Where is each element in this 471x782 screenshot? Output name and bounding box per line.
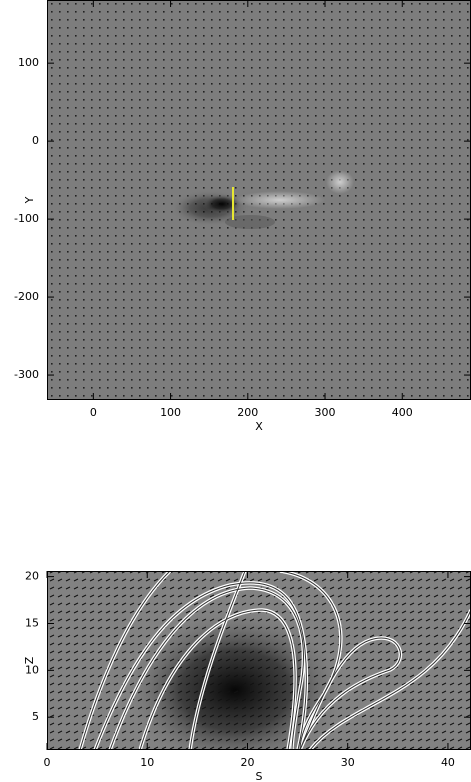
x-tick-label: 400 <box>392 406 413 419</box>
y-tick-label: 0 <box>32 134 39 147</box>
y-tick-label: -100 <box>14 212 39 225</box>
image-bottom <box>47 571 471 770</box>
x-tick-label: 0 <box>90 406 97 419</box>
y-tick-label: 100 <box>18 56 39 69</box>
x-axis-label: X <box>255 420 263 433</box>
y-axis-label: Y <box>23 196 36 204</box>
y-tick-label: 5 <box>32 710 39 723</box>
y-tick-label: -200 <box>14 290 39 303</box>
page: {"chart_data": [ {"type": "image", "xlab… <box>0 0 471 782</box>
x-tick-label: 40 <box>441 756 455 769</box>
y-tick-label: 10 <box>25 663 39 676</box>
y-tick-label: 20 <box>25 570 39 583</box>
x-tick-label: 100 <box>160 406 181 419</box>
x-axis-label: S <box>256 770 263 782</box>
x-tick-label: 300 <box>315 406 336 419</box>
x-tick-label: 30 <box>341 756 355 769</box>
y-tick-label: -300 <box>14 368 39 381</box>
x-tick-label: 20 <box>240 756 254 769</box>
figure: 0 100 200 300 400 -300 -200 -100 0 100 X Y 0 10 20 30 40… <box>0 0 471 782</box>
x-tick-label: 200 <box>237 406 258 419</box>
x-tick-label: 0 <box>44 756 51 769</box>
x-tick-label: 10 <box>140 756 154 769</box>
y-tick-label: 15 <box>25 616 39 629</box>
image-top <box>47 0 471 400</box>
y-axis-label: Z <box>23 656 36 664</box>
